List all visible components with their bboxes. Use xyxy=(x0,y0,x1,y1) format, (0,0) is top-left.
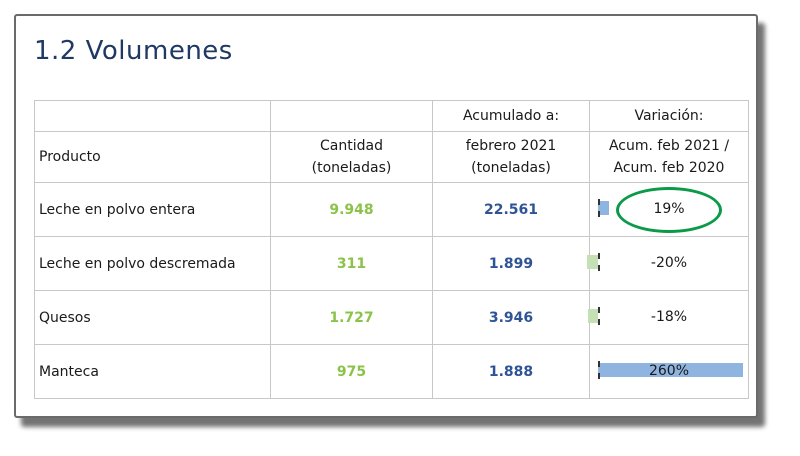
variacion-cell: 260% xyxy=(589,344,749,399)
variacion-axis xyxy=(598,361,600,379)
header-cantidad-line1: Cantidad xyxy=(320,138,383,154)
producto-cell: Leche en polvo entera xyxy=(34,182,271,237)
variacion-wrap: -18% xyxy=(587,291,748,344)
header-variacion-line2: Acum. feb 2020 xyxy=(613,160,725,176)
header-row-top: Acumulado a: Variación: xyxy=(34,100,749,132)
slide: 1.2 Volumenes Acumulado a: Variación: Pr… xyxy=(14,14,758,418)
header-cell-empty xyxy=(270,100,433,132)
producto-cell: Manteca xyxy=(34,344,271,399)
cantidad-cell: 975 xyxy=(270,344,433,399)
acumulado-cell: 3.946 xyxy=(432,290,590,345)
highlight-circle xyxy=(616,187,722,233)
table-row: Manteca 975 1.888 260% xyxy=(34,344,749,399)
header-cell-empty xyxy=(34,100,271,132)
variacion-value: -18% xyxy=(650,309,688,325)
header-acumulado-sub: febrero 2021 (toneladas) xyxy=(432,131,590,183)
variacion-axis xyxy=(598,307,600,325)
producto-cell: Quesos xyxy=(34,290,271,345)
variacion-wrap: -20% xyxy=(586,237,748,290)
cantidad-cell: 9.948 xyxy=(270,182,433,237)
header-variacion-line1: Acum. feb 2021 / xyxy=(608,138,730,154)
variacion-cell: -18% xyxy=(587,290,749,345)
variacion-axis xyxy=(598,253,600,271)
header-cantidad: Cantidad (toneladas) xyxy=(270,131,433,183)
variacion-wrap: 260% xyxy=(590,345,748,398)
variacion-bar xyxy=(598,363,743,377)
page-title: 1.2 Volumenes xyxy=(34,36,233,66)
variacion-bar xyxy=(598,201,609,215)
header-producto: Producto xyxy=(34,131,271,183)
variacion-value: 19% xyxy=(653,201,685,217)
variacion-cell: -20% xyxy=(586,236,749,291)
cantidad-cell: 1.727 xyxy=(270,290,433,345)
cantidad-cell: 311 xyxy=(270,236,433,291)
variacion-bar xyxy=(586,255,598,269)
header-acumulado-line2: (toneladas) xyxy=(471,160,551,176)
header-row-bottom: Producto Cantidad (toneladas) febrero 20… xyxy=(34,131,749,183)
volumes-table: Acumulado a: Variación: Producto Cantida… xyxy=(34,100,749,399)
table-row: Leche en polvo entera 9.948 22.561 19% xyxy=(34,182,749,237)
variacion-wrap: 19% xyxy=(590,183,748,236)
variacion-cell: 19% xyxy=(589,182,749,237)
variacion-value: -20% xyxy=(650,255,688,271)
header-cantidad-line2: (toneladas) xyxy=(311,160,392,176)
producto-cell: Leche en polvo descremada xyxy=(34,236,271,291)
acumulado-cell: 1.888 xyxy=(432,344,590,399)
header-acumulado: Acumulado a: xyxy=(432,100,590,132)
variacion-axis xyxy=(598,199,600,217)
acumulado-cell: 1.899 xyxy=(432,236,590,291)
header-acumulado-line1: febrero 2021 xyxy=(465,138,557,154)
acumulado-cell: 22.561 xyxy=(432,182,590,237)
header-variacion-sub: Acum. feb 2021 / Acum. feb 2020 xyxy=(589,131,749,183)
variacion-value: 260% xyxy=(648,363,690,379)
header-variacion: Variación: xyxy=(589,100,749,132)
variacion-bar xyxy=(587,309,598,323)
table-row: Quesos 1.727 3.946 -18% xyxy=(34,290,749,345)
table-row: Leche en polvo descremada 311 1.899 -20% xyxy=(34,236,749,291)
